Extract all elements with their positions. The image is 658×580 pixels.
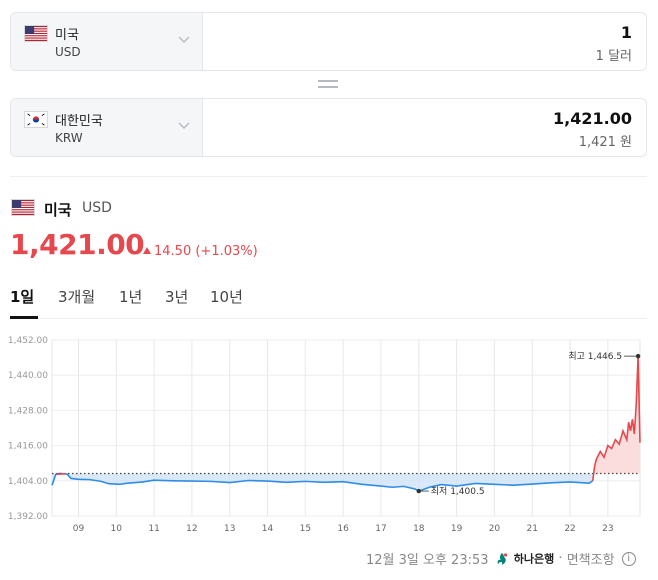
active-tab-indicator — [10, 316, 38, 319]
x-tick-label: 09 — [73, 524, 85, 534]
x-tick-label: 12 — [186, 524, 197, 534]
x-tick-label: 18 — [413, 524, 425, 534]
amount-input-from[interactable]: 1 — [620, 23, 632, 42]
tab-3-years[interactable]: 3년 — [165, 288, 189, 306]
currency-code-from: USD — [55, 45, 81, 59]
low-annotation: 최저 1,400.5 — [431, 486, 485, 497]
y-tick-label: 1,416.00 — [8, 442, 48, 452]
rate-change-value: 14.50 (+1.03%) — [154, 244, 258, 259]
series-line-above — [591, 356, 641, 481]
update-timestamp: 12월 3일 오후 23:53 — [366, 553, 489, 568]
tab-10-years[interactable]: 10년 — [210, 288, 243, 306]
x-tick-label: 13 — [224, 524, 235, 534]
amount-input-to[interactable]: 1,421.00 — [553, 109, 632, 128]
x-tick-label: 17 — [375, 524, 386, 534]
chevron-down-icon — [178, 36, 190, 44]
series-line-below — [51, 472, 594, 492]
above-baseline-area — [592, 356, 640, 481]
y-tick-label: 1,392.00 — [8, 512, 48, 522]
currency-name-from: 미국 — [55, 28, 79, 43]
tab-1-year[interactable]: 1년 — [119, 288, 143, 306]
us-flag-icon — [24, 25, 48, 42]
currency-select-from[interactable]: 미국 USD — [11, 13, 203, 70]
bank-name: 하나은행 — [513, 552, 555, 566]
current-rate: 1,421.00 — [10, 228, 145, 261]
currency-code-to: KRW — [55, 131, 83, 145]
exchange-rate-chart: 1,452.00 1,440.00 1,428.00 1,416.00 1,404.00… — [8, 336, 641, 534]
x-tick-label: 16 — [337, 524, 349, 534]
amount-text-to: 1,421 원 — [578, 135, 632, 150]
kr-flag-icon — [24, 111, 48, 128]
us-flag-icon — [11, 199, 35, 216]
y-tick-label: 1,428.00 — [8, 406, 48, 416]
rate-currency-code: USD — [82, 200, 112, 216]
footer-separator: · — [558, 551, 563, 566]
rate-country: 미국 — [44, 201, 72, 219]
footer: 12월 3일 오후 23:53 하나은행 · 면책조항 i — [366, 549, 636, 568]
hana-bank-logo-icon — [497, 552, 507, 565]
high-annotation: 최고 1,446.5 — [568, 351, 622, 362]
x-tick-label: 21 — [527, 524, 538, 534]
currency-select-to[interactable]: 대한민국 KRW — [11, 99, 203, 156]
section-divider — [10, 176, 647, 177]
x-tick-label: 15 — [300, 524, 311, 534]
x-tick-label: 14 — [262, 524, 274, 534]
tab-divider — [10, 318, 647, 319]
disclaimer-link[interactable]: 면책조항 — [566, 553, 615, 568]
up-arrow-icon — [143, 247, 151, 254]
low-marker — [416, 488, 421, 494]
x-tick-label: 23 — [602, 524, 613, 534]
y-tick-label: 1,404.00 — [8, 477, 48, 487]
x-tick-label: 11 — [148, 524, 159, 534]
below-baseline-area — [52, 473, 593, 492]
y-tick-label: 1,440.00 — [8, 371, 48, 381]
equals-icon — [318, 80, 338, 88]
converter-from: 미국 USD 1 1 달러 — [10, 12, 647, 71]
plot-frame — [51, 339, 641, 517]
amount-text-from: 1 달러 — [595, 49, 632, 64]
chevron-down-icon — [178, 122, 190, 130]
info-icon[interactable]: i — [621, 551, 636, 566]
x-tick-label: 19 — [451, 524, 463, 534]
x-tick-label: 22 — [564, 524, 575, 534]
x-tick-label: 10 — [111, 524, 123, 534]
series-line-start-above — [56, 472, 66, 476]
x-tick-label: 20 — [489, 524, 501, 534]
converter-to: 대한민국 KRW 1,421.00 1,421 원 — [10, 98, 647, 157]
currency-name-to: 대한민국 — [55, 114, 103, 129]
rate-change: 14.50 (+1.03%) — [143, 244, 258, 259]
tab-3-months[interactable]: 3개월 — [58, 288, 96, 306]
tab-1-day[interactable]: 1일 — [10, 288, 35, 306]
y-tick-label: 1,452.00 — [8, 336, 48, 346]
